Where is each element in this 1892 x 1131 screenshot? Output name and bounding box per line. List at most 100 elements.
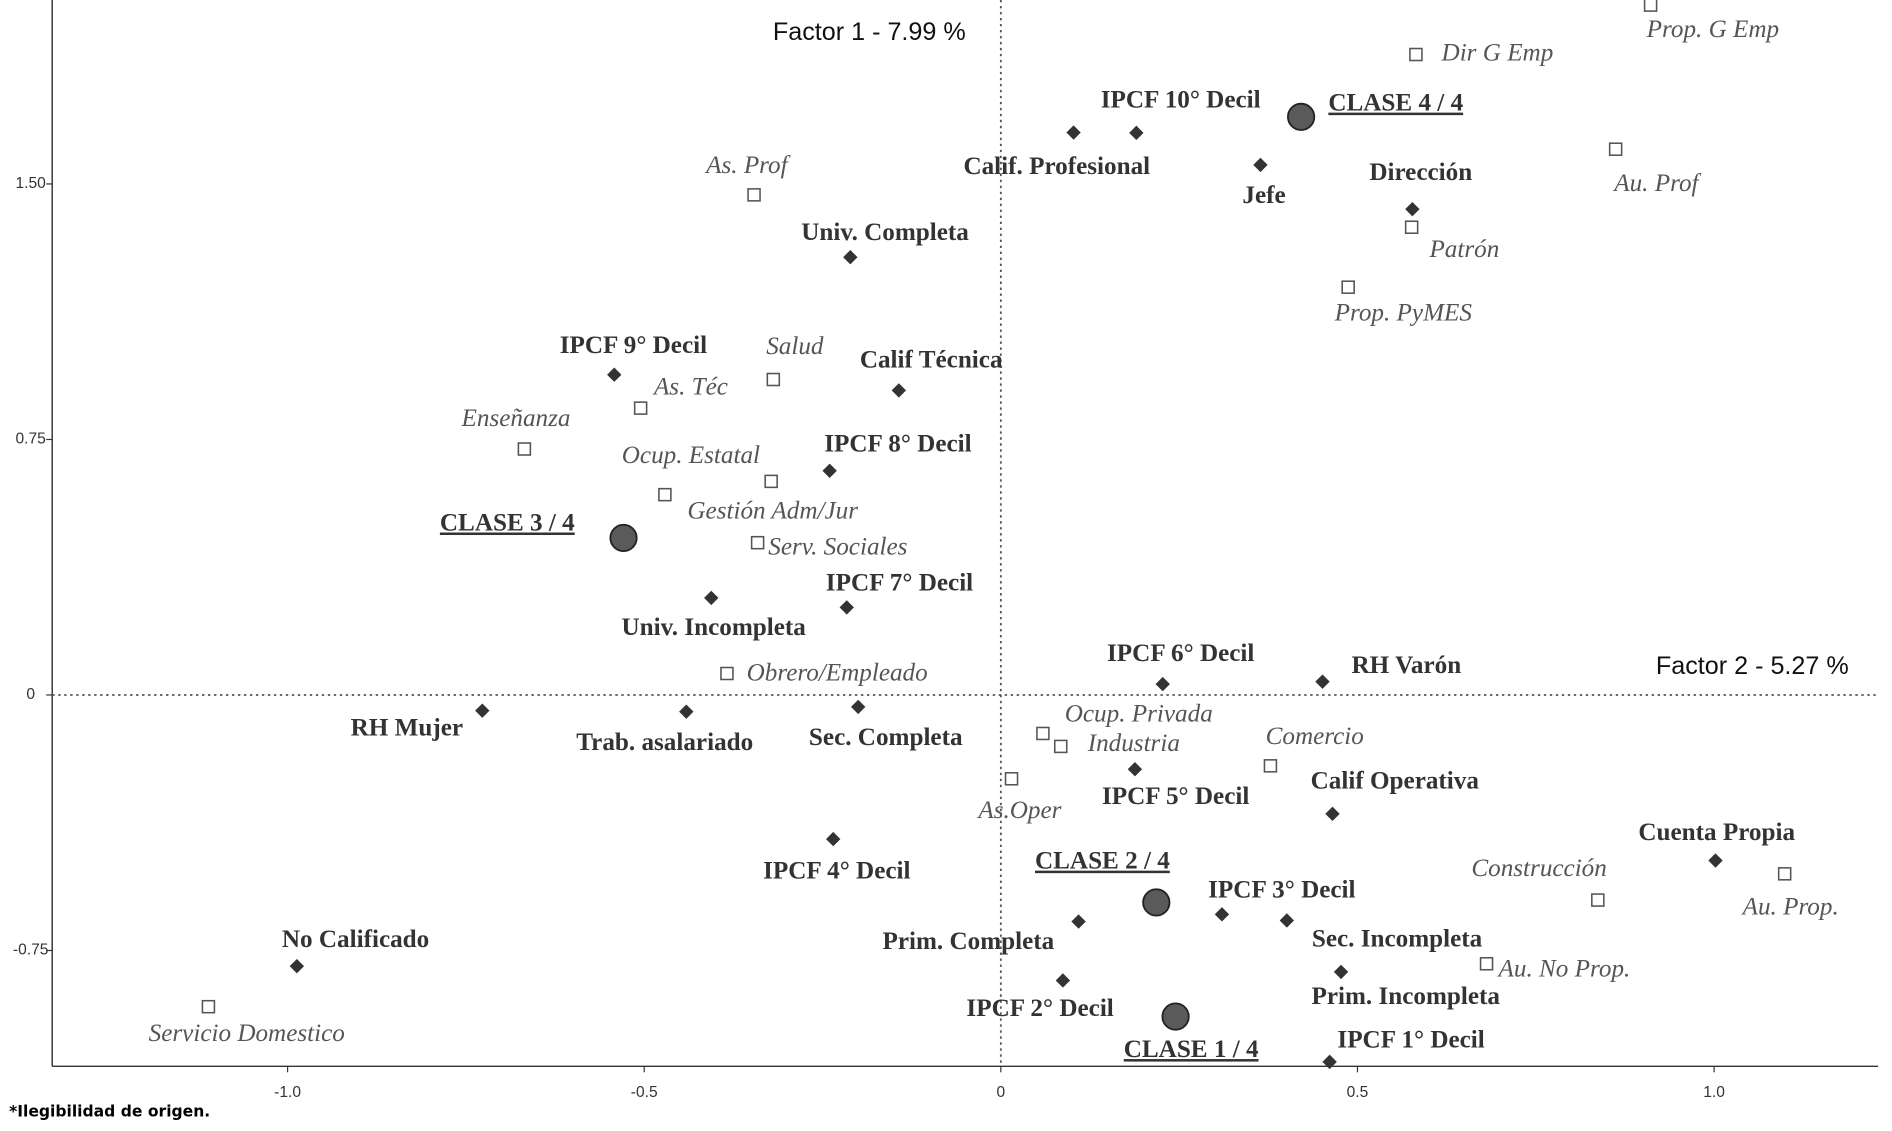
x-tick-label: 0.5: [1347, 1084, 1369, 1101]
point-label: IPCF 10° Decil: [1101, 86, 1261, 113]
y-tick-label: -0.75: [13, 942, 48, 959]
y-tick-label: 1.50: [16, 175, 47, 192]
point-label: Prim. Incompleta: [1311, 983, 1500, 1010]
y-tick-label: 0.75: [16, 431, 46, 448]
diamond-point: [822, 463, 837, 478]
square-point: [1591, 893, 1605, 907]
class-point: [609, 523, 638, 552]
point-label: IPCF 8° Decil: [824, 430, 971, 457]
point-label: Comercio: [1266, 723, 1364, 750]
point-label: Patrón: [1428, 236, 1499, 263]
diamond-point: [1315, 674, 1330, 689]
point-label: Dirección: [1369, 159, 1472, 186]
square-point: [764, 474, 778, 489]
point-label: RH Mujer: [351, 715, 463, 742]
diamond-point: [843, 250, 858, 265]
square-point: [1053, 739, 1068, 754]
point-label: As.Oper: [976, 797, 1061, 824]
square-point: [658, 487, 672, 502]
point-label: Obrero/Empleado: [747, 659, 928, 686]
point-label: IPCF 2° Decil: [966, 995, 1113, 1022]
point-label: IPCF 7° Decil: [826, 569, 973, 596]
diamond-point: [850, 699, 866, 715]
square-point: [1608, 142, 1623, 156]
point-label: IPCF 9° Decil: [560, 332, 707, 359]
point-label: Serv. Sociales: [768, 533, 907, 560]
point-label: CLASE 2 / 4: [1035, 848, 1170, 875]
diamond-point: [1127, 762, 1143, 777]
diamond-point: [1279, 913, 1295, 928]
diamond-point: [1333, 964, 1349, 980]
point-label: Enseñanza: [461, 405, 571, 432]
square-point: [1036, 726, 1050, 741]
point-label: Univ. Completa: [801, 219, 969, 246]
square-point: [1004, 772, 1019, 786]
point-label: IPCF 5° Decil: [1102, 783, 1249, 810]
x-tick-label: 0: [997, 1084, 1006, 1101]
square-point: [517, 442, 532, 456]
point-label: Industria: [1087, 730, 1180, 757]
point-label: Jefe: [1242, 182, 1285, 209]
point-label: Sec. Completa: [809, 724, 963, 751]
point-label: As. Téc: [652, 374, 728, 401]
point-label: Calif Operativa: [1311, 767, 1480, 794]
diamond-point: [1325, 806, 1340, 822]
x-tick-label: -1.0: [274, 1084, 301, 1101]
point-label: As. Prof: [704, 152, 790, 179]
class-point: [1287, 102, 1316, 131]
point-label: Dir G Emp: [1441, 39, 1554, 66]
diamond-point: [704, 590, 719, 606]
square-point: [1479, 956, 1494, 971]
diamond-point: [826, 831, 841, 847]
point-label: Gestión Adm/Jur: [687, 497, 858, 524]
point-label: Trab. asalariado: [576, 729, 753, 756]
diamond-point: [1405, 201, 1420, 217]
point-label: Servicio Domestico: [149, 1020, 345, 1047]
point-label: IPCF 6° Decil: [1107, 640, 1254, 667]
diamond-point: [1071, 914, 1086, 929]
square-point: [750, 535, 765, 550]
square-point: [1341, 280, 1355, 294]
diamond-point: [1253, 157, 1268, 173]
square-point: [1409, 47, 1423, 62]
point-label: Ocup. Privada: [1065, 700, 1213, 727]
square-point: [766, 372, 781, 387]
diamond-point: [1055, 973, 1071, 988]
x-tick-label: -0.5: [631, 1084, 658, 1101]
diamond-point: [1129, 125, 1144, 141]
point-label: RH Varón: [1352, 652, 1462, 679]
square-point: [633, 401, 648, 415]
point-label: Prim. Completa: [882, 928, 1054, 955]
point-label: Calif. Profesional: [963, 153, 1150, 180]
point-label: Prop. G Emp: [1646, 16, 1779, 43]
class-point: [1142, 888, 1171, 917]
point-label: IPCF 4° Decil: [763, 857, 910, 884]
y-axis-title: Factor 1 - 7.99 %: [773, 18, 966, 46]
point-label: CLASE 3 / 4: [440, 510, 575, 537]
footnote: *Ilegibilidad de origen.: [9, 1102, 210, 1120]
point-label: Salud: [766, 333, 824, 360]
point-label: Cuenta Propia: [1638, 819, 1795, 846]
diamond-point: [1708, 853, 1723, 868]
point-label: Prop. PyMES: [1334, 300, 1473, 327]
square-point: [747, 188, 761, 202]
square-point: [1404, 220, 1419, 234]
diamond-point: [1155, 676, 1170, 692]
x-axis-title: Factor 2 - 5.27 %: [1656, 652, 1849, 680]
diamond-point: [1214, 907, 1230, 922]
y-tick-label: 0: [26, 686, 35, 703]
point-label: CLASE 1 / 4: [1124, 1036, 1259, 1063]
x-tick-label: 1.0: [1703, 1084, 1725, 1101]
square-point: [1643, 0, 1658, 12]
square-point: [1263, 759, 1278, 773]
point-label: Au. Prop.: [1741, 893, 1839, 920]
point-label: IPCF 3° Decil: [1208, 876, 1355, 903]
point-label: Au. No Prop.: [1497, 956, 1631, 983]
point-label: Sec. Incompleta: [1312, 926, 1483, 953]
diamond-point: [475, 703, 490, 718]
point-label: No Calificado: [282, 926, 429, 953]
point-label: Ocup. Estatal: [622, 442, 760, 469]
point-label: Calif Técnica: [860, 346, 1003, 373]
